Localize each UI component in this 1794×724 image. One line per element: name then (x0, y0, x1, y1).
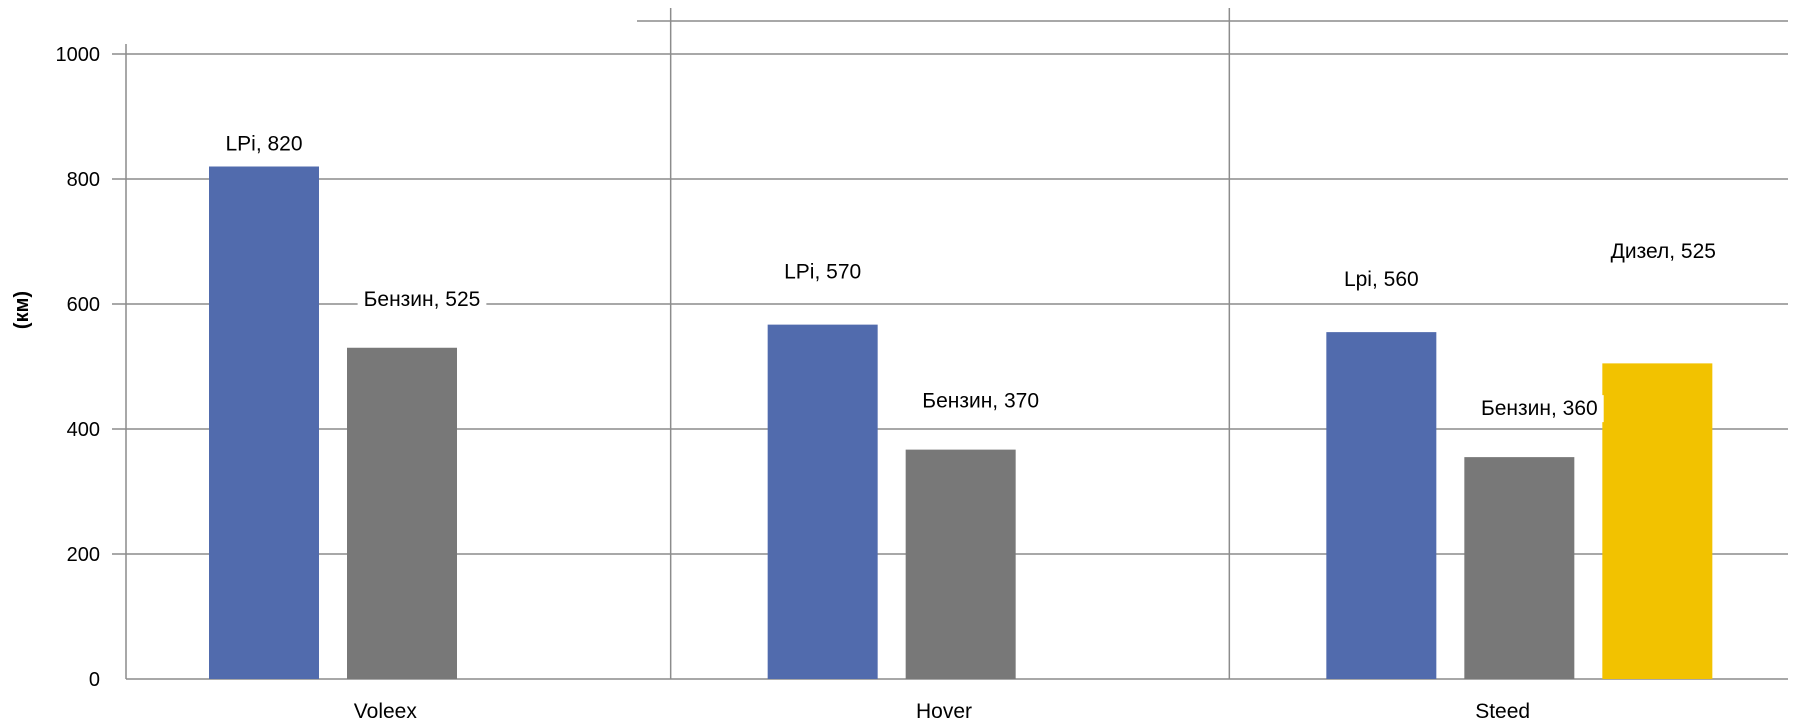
bar (767, 324, 878, 679)
bars (209, 166, 1713, 679)
y-tick-label: 800 (67, 169, 100, 191)
bar (1464, 457, 1575, 679)
bar (347, 347, 457, 679)
data-label-background (357, 285, 487, 313)
data-label: Бензин, 370 (922, 390, 1039, 413)
data-label: LPi, 570 (784, 261, 861, 284)
x-category-label: Steed (1475, 700, 1530, 723)
bar (209, 166, 319, 679)
data-labels: LPi, 820 Бензин, 525 LPi, 570 Бензин, 370 Lp… (225, 133, 1716, 423)
bar (1602, 363, 1713, 679)
x-category-label: Voleex (354, 700, 418, 723)
y-axis-title: (км) (11, 291, 33, 329)
y-tick-label: 400 (67, 419, 100, 441)
x-category-label: Hover (916, 700, 972, 723)
y-tick-label: 600 (67, 294, 100, 316)
y-tick-label: 0 (89, 669, 100, 691)
data-label: LPi, 820 (225, 133, 302, 156)
data-label-background (916, 387, 1046, 415)
y-tick-label: 1000 (56, 44, 101, 66)
data-label: Lpi, 560 (1344, 268, 1419, 291)
data-label-background (1474, 395, 1604, 423)
data-label: Бензин, 525 (364, 288, 481, 311)
bar (1326, 332, 1437, 679)
data-label: Дизел, 525 (1611, 240, 1716, 263)
bar (905, 449, 1016, 679)
data-label: Бензин, 360 (1481, 397, 1598, 420)
y-tick-label: 200 (67, 544, 100, 566)
